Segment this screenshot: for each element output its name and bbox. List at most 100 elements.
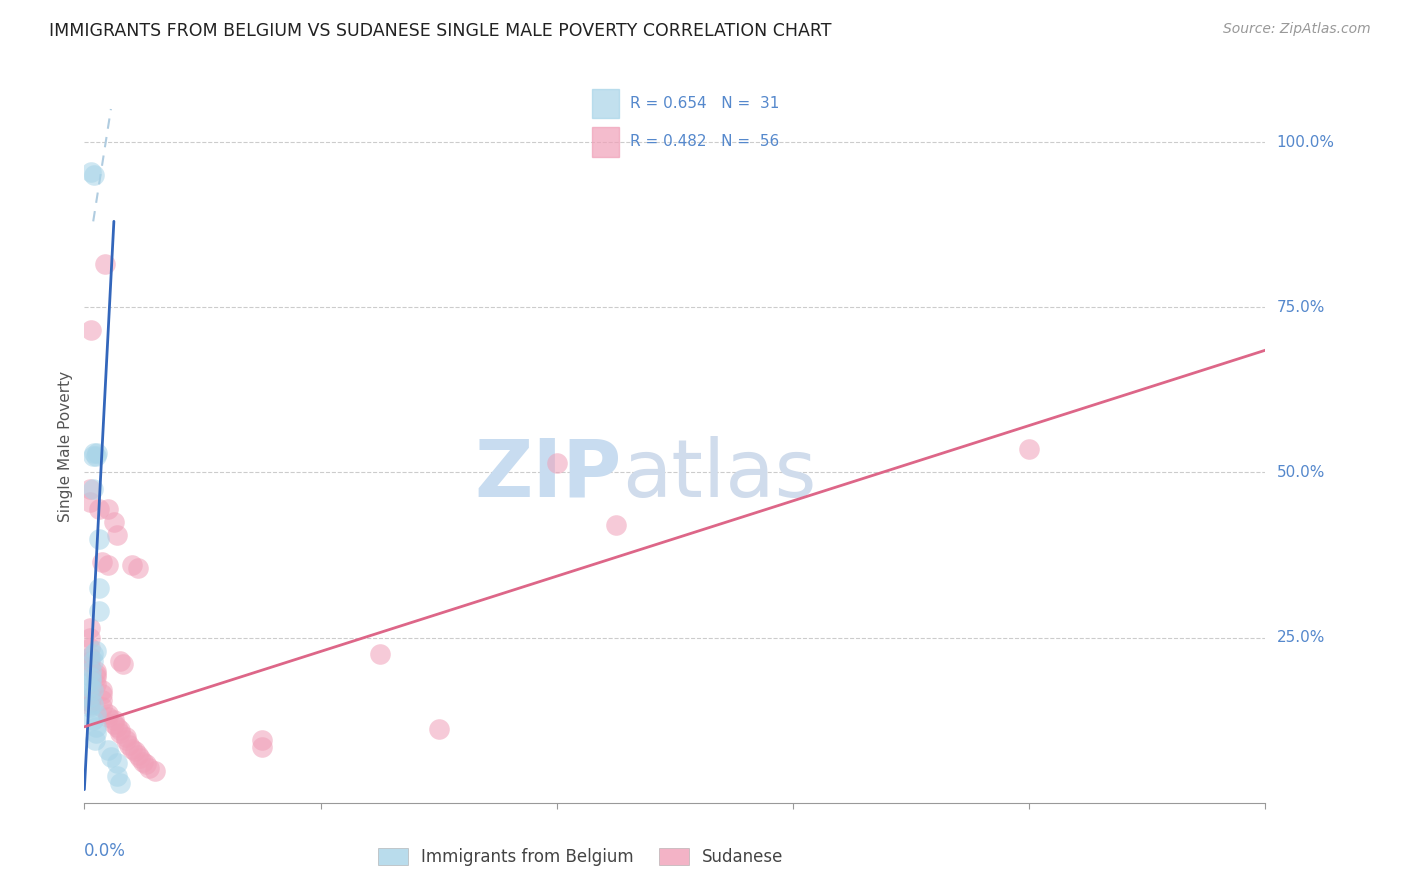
Point xyxy=(94,257,117,271)
Point xyxy=(100,749,122,764)
Legend: Immigrants from Belgium, Sudanese: Immigrants from Belgium, Sudanese xyxy=(371,841,790,873)
Point xyxy=(79,495,101,509)
Point xyxy=(114,730,136,744)
Point xyxy=(121,741,143,756)
Point xyxy=(84,670,107,684)
Point xyxy=(87,501,111,516)
Point xyxy=(79,691,101,706)
Point xyxy=(118,738,141,752)
Point xyxy=(82,449,104,463)
Text: ZIP: ZIP xyxy=(474,435,621,514)
Point xyxy=(127,561,149,575)
Point xyxy=(84,667,107,681)
Point xyxy=(129,751,152,765)
Text: Source: ZipAtlas.com: Source: ZipAtlas.com xyxy=(1223,22,1371,37)
Point xyxy=(87,581,111,595)
Text: 50.0%: 50.0% xyxy=(1277,465,1324,480)
Point xyxy=(80,673,103,688)
Point xyxy=(1018,442,1040,457)
Point xyxy=(82,683,104,698)
Point xyxy=(91,683,114,698)
Point xyxy=(87,532,111,546)
Text: IMMIGRANTS FROM BELGIUM VS SUDANESE SINGLE MALE POVERTY CORRELATION CHART: IMMIGRANTS FROM BELGIUM VS SUDANESE SING… xyxy=(49,22,832,40)
Point xyxy=(84,677,107,691)
Text: 0.0%: 0.0% xyxy=(84,842,127,860)
Point xyxy=(79,621,101,635)
Point xyxy=(91,700,114,714)
Point xyxy=(135,757,157,772)
Point xyxy=(80,664,103,678)
Point xyxy=(84,706,107,721)
Point xyxy=(84,449,107,463)
Point xyxy=(79,698,101,712)
Point xyxy=(124,744,146,758)
Point xyxy=(546,456,568,470)
Point xyxy=(84,726,107,740)
Point xyxy=(84,664,107,678)
Bar xyxy=(592,127,619,157)
Point xyxy=(84,644,107,658)
Point xyxy=(79,654,101,668)
Point xyxy=(97,706,120,721)
Point xyxy=(84,720,107,734)
Point xyxy=(82,654,104,668)
Y-axis label: Single Male Poverty: Single Male Poverty xyxy=(58,370,73,522)
Text: 100.0%: 100.0% xyxy=(1277,135,1334,150)
Point xyxy=(250,733,273,747)
Text: atlas: atlas xyxy=(621,435,815,514)
Point xyxy=(103,515,125,529)
Point xyxy=(108,654,131,668)
Point xyxy=(138,761,160,775)
Point xyxy=(79,695,101,709)
Point xyxy=(84,733,107,747)
Point xyxy=(79,650,101,665)
Point xyxy=(108,726,131,740)
Point xyxy=(108,723,131,738)
Point xyxy=(605,518,627,533)
Point xyxy=(80,323,103,337)
Bar xyxy=(592,89,619,119)
Point xyxy=(97,710,120,724)
Point xyxy=(82,482,104,496)
Text: 25.0%: 25.0% xyxy=(1277,630,1324,645)
Point xyxy=(79,690,101,704)
Point xyxy=(79,482,101,496)
Point xyxy=(86,445,108,459)
Point xyxy=(79,640,101,655)
Point xyxy=(132,755,155,769)
Text: R = 0.654   N =  31: R = 0.654 N = 31 xyxy=(630,96,779,112)
Point xyxy=(79,700,101,714)
Point xyxy=(108,776,131,790)
Point xyxy=(83,168,105,182)
Point xyxy=(87,604,111,618)
Point xyxy=(427,722,450,736)
Point xyxy=(83,445,105,459)
Point xyxy=(143,764,166,778)
Point xyxy=(368,647,391,661)
Point xyxy=(105,769,128,783)
Point xyxy=(97,501,120,516)
Point xyxy=(80,165,103,179)
Point xyxy=(103,716,125,731)
Point xyxy=(111,657,134,671)
Point xyxy=(79,680,101,694)
Point xyxy=(97,558,120,572)
Text: R = 0.482   N =  56: R = 0.482 N = 56 xyxy=(630,134,779,149)
Point xyxy=(82,647,104,661)
Point xyxy=(82,713,104,727)
Point xyxy=(114,733,136,747)
Point xyxy=(250,739,273,754)
Point xyxy=(97,743,120,757)
Point xyxy=(127,748,149,763)
Point xyxy=(121,558,143,572)
Point xyxy=(91,693,114,707)
Point xyxy=(105,720,128,734)
Point xyxy=(105,756,128,771)
Point xyxy=(103,713,125,727)
Point xyxy=(79,631,101,645)
Point xyxy=(91,555,114,569)
Point xyxy=(82,697,104,711)
Point xyxy=(79,660,101,674)
Text: 75.0%: 75.0% xyxy=(1277,300,1324,315)
Point xyxy=(105,528,128,542)
